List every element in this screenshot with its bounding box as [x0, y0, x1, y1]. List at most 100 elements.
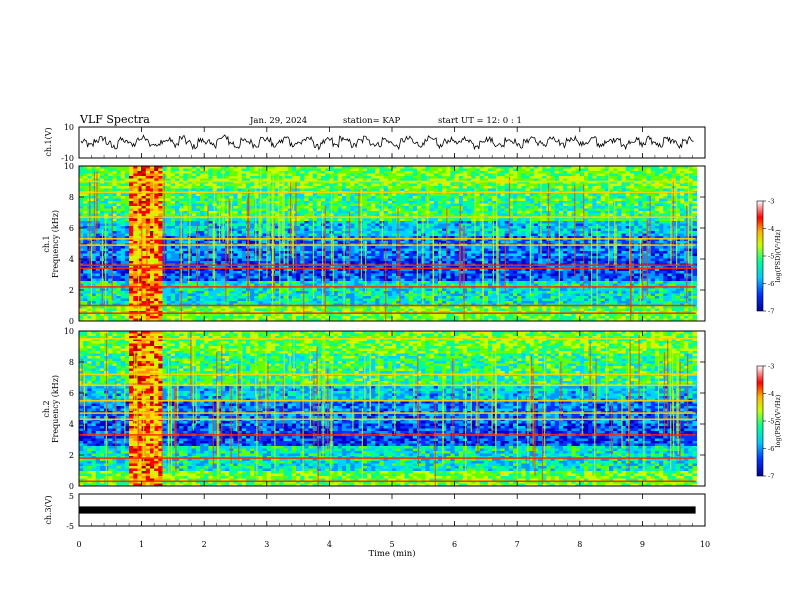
- spectrogram-cell: [450, 218, 455, 222]
- spectrogram-cell: [287, 178, 293, 182]
- spectrogram-cell: [421, 211, 426, 214]
- spectrogram-cell: [95, 236, 101, 239]
- spectrogram-cell: [208, 236, 213, 239]
- spectrogram-cell: [513, 206, 518, 209]
- spectrogram-cell: [379, 248, 385, 252]
- spectrogram-cell: [675, 218, 681, 222]
- spectrogram-cell: [187, 181, 193, 184]
- spectrogram-cell: [579, 206, 585, 209]
- spectrogram-cell: [538, 233, 543, 237]
- spectrogram-cell: [95, 246, 101, 249]
- spectrogram-cell: [446, 221, 451, 224]
- spectrogram-cell: [95, 173, 101, 177]
- spectrogram-cell: [166, 206, 172, 209]
- spectrogram-cell: [308, 186, 314, 189]
- spectrogram-cell: [204, 231, 209, 234]
- spectrogram-cell: [563, 213, 568, 217]
- spectrogram-cell: [588, 193, 593, 197]
- spectrogram-cell: [120, 211, 126, 214]
- spectrogram-cell: [354, 231, 360, 234]
- spectrogram-cell: [654, 173, 660, 177]
- spectrogram-cell: [642, 228, 647, 232]
- spectrogram-cell: [174, 178, 180, 182]
- spectrogram-cell: [638, 198, 643, 202]
- spectrogram-cell: [458, 241, 464, 244]
- spectrogram-cell: [621, 173, 627, 177]
- spectrogram-cell: [550, 176, 556, 179]
- spectrogram-cell: [120, 206, 126, 209]
- spectrogram-cell: [371, 223, 376, 227]
- spectrogram-cell: [596, 181, 602, 184]
- spectrogram-cell: [174, 176, 180, 179]
- spectrogram-cell: [467, 241, 472, 244]
- spectrogram-cell: [262, 183, 268, 187]
- spectrogram-cell: [596, 246, 602, 249]
- spectrogram-cell: [300, 226, 305, 229]
- spectrogram-cell: [613, 178, 618, 182]
- spectrogram-cell: [571, 183, 577, 187]
- spectrogram-cell: [475, 166, 481, 169]
- spectrogram-cell: [108, 226, 113, 229]
- spectrogram-cell: [237, 206, 243, 209]
- spectrogram-cell: [170, 183, 176, 187]
- spectrogram-cell: [404, 206, 410, 209]
- spectrogram-cell: [225, 176, 230, 179]
- spectrogram-cell: [588, 178, 593, 182]
- spectrogram-cell: [129, 178, 134, 182]
- spectrogram-cell: [688, 173, 693, 177]
- spectrogram-cell: [300, 203, 305, 207]
- spectrogram-cell: [337, 213, 343, 217]
- spectrogram-cell: [462, 166, 468, 169]
- spectrogram-cell: [571, 196, 577, 199]
- spectrogram-cell: [533, 241, 539, 244]
- spectrogram-cell: [387, 213, 393, 217]
- spectrogram-cell: [350, 176, 355, 179]
- spectrogram-cell: [629, 196, 635, 199]
- spectrogram-cell: [596, 241, 602, 244]
- spectrogram-cell: [312, 226, 318, 229]
- spectrogram-cell: [563, 166, 568, 169]
- spectrogram-cell: [529, 241, 535, 244]
- spectrogram-cell: [517, 236, 522, 239]
- spectrogram-cell: [383, 198, 389, 202]
- spectrogram-cell: [404, 168, 410, 172]
- spectrogram-cell: [212, 168, 218, 172]
- spectrogram-cell: [638, 228, 643, 232]
- spectrogram-cell: [454, 211, 460, 214]
- spectrogram-cell: [124, 226, 130, 229]
- spectrogram-cell: [646, 198, 652, 202]
- spectrogram-cell: [387, 226, 393, 229]
- spectrogram-cell: [158, 203, 163, 207]
- spectrogram-cell: [629, 203, 635, 207]
- spectrogram-cell: [692, 246, 698, 249]
- spectrogram-cell: [596, 233, 602, 237]
- spectrogram-cell: [321, 223, 326, 227]
- spectrogram-cell: [262, 201, 268, 204]
- spectrogram-cell: [183, 183, 188, 187]
- spectrogram-cell: [417, 168, 422, 172]
- spectrogram-cell: [375, 241, 380, 244]
- spectrogram-cell: [583, 221, 589, 224]
- spectrogram-cell: [304, 246, 309, 249]
- spectrogram-cell: [120, 218, 126, 222]
- spectrogram-cell: [333, 183, 339, 187]
- spectrogram-cell: [233, 196, 238, 199]
- spectrogram-cell: [604, 208, 610, 212]
- spectrogram-cell: [437, 226, 443, 229]
- spectrogram-cell: [158, 223, 163, 227]
- spectrogram-cell: [462, 193, 468, 197]
- spectrogram-cell: [79, 218, 84, 222]
- spectrogram-cell: [79, 228, 84, 232]
- spectrogram-cell: [688, 176, 693, 179]
- spectrogram-cell: [112, 208, 117, 212]
- spectrogram-cell: [366, 218, 372, 222]
- spectrogram-cell: [479, 176, 485, 179]
- spectrogram-cell: [617, 193, 622, 197]
- spectrogram-cell: [304, 168, 309, 172]
- spectrogram-cell: [675, 173, 681, 177]
- spectrogram-cell: [241, 236, 247, 239]
- spectrogram-cell: [442, 246, 447, 249]
- spectrogram-cell: [116, 193, 122, 197]
- spectrogram-cell: [279, 231, 284, 234]
- spectrogram-cell: [362, 238, 368, 242]
